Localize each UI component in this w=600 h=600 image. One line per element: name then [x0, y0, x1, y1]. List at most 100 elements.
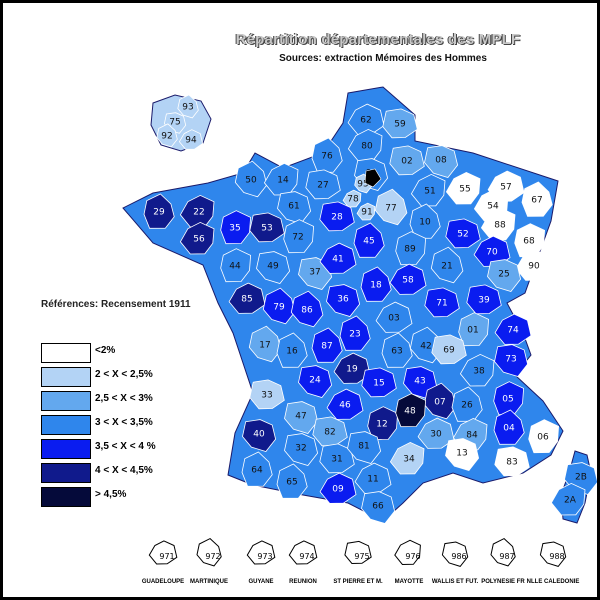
- department-86[interactable]: 86: [290, 290, 324, 328]
- department-79[interactable]: 79: [262, 287, 296, 325]
- department-56[interactable]: 56: [179, 221, 215, 255]
- overseas-number: 988: [549, 552, 564, 561]
- department-shape: [550, 482, 586, 516]
- department-33[interactable]: 33: [249, 379, 285, 410]
- department-81[interactable]: 81: [347, 431, 382, 464]
- department-90[interactable]: 90: [515, 249, 553, 281]
- overseas-number: 973: [257, 552, 272, 561]
- department-48[interactable]: 48: [395, 393, 427, 428]
- department-69[interactable]: 69: [431, 334, 467, 365]
- department-01[interactable]: 01: [458, 312, 490, 347]
- department-47[interactable]: 47: [284, 401, 319, 434]
- department-64[interactable]: 64: [241, 451, 273, 487]
- overseas-territory-973[interactable]: 973 GUYANE: [246, 540, 276, 585]
- department-shape: [515, 249, 553, 281]
- department-89[interactable]: 89: [395, 231, 427, 266]
- overseas-territory-972[interactable]: 972 MARTINIQUE: [190, 537, 228, 585]
- department-23[interactable]: 23: [339, 315, 371, 351]
- department-58[interactable]: 58: [389, 263, 427, 295]
- department-41[interactable]: 41: [319, 242, 357, 274]
- department-49[interactable]: 49: [256, 251, 291, 284]
- department-number: 45: [363, 237, 374, 247]
- department-number: 54: [487, 202, 499, 212]
- department-73[interactable]: 73: [494, 344, 529, 377]
- department-72[interactable]: 72: [283, 219, 315, 254]
- department-08[interactable]: 08: [424, 145, 459, 178]
- department-34[interactable]: 34: [389, 441, 425, 475]
- overseas-number: 987: [499, 552, 514, 561]
- department-35[interactable]: 35: [220, 210, 252, 245]
- department-51[interactable]: 51: [410, 173, 446, 207]
- department-number: 95: [357, 180, 368, 190]
- department-13[interactable]: 13: [445, 438, 480, 471]
- department-78[interactable]: 78: [342, 189, 362, 208]
- department-number: 77: [385, 204, 396, 214]
- department-shape: [353, 222, 385, 258]
- department-21[interactable]: 21: [430, 246, 464, 284]
- department-32[interactable]: 32: [284, 433, 319, 466]
- department-12[interactable]: 12: [367, 406, 399, 441]
- department-39[interactable]: 39: [466, 284, 502, 315]
- department-24[interactable]: 24: [298, 365, 333, 398]
- overseas-territory-975[interactable]: 975 ST PIERRE ET M.: [333, 540, 383, 585]
- department-15[interactable]: 15: [361, 367, 397, 398]
- department-number: 10: [419, 218, 431, 228]
- department-07[interactable]: 07: [423, 382, 457, 420]
- department-38[interactable]: 38: [459, 353, 495, 387]
- department-number: 12: [376, 420, 387, 430]
- department-17[interactable]: 17: [248, 325, 282, 363]
- department-67[interactable]: 67: [521, 181, 553, 217]
- department-91[interactable]: 91: [356, 202, 376, 221]
- department-76[interactable]: 76: [311, 137, 343, 173]
- department-71[interactable]: 71: [424, 287, 460, 318]
- department-92[interactable]: 92: [156, 123, 178, 148]
- department-93[interactable]: 93: [177, 94, 199, 119]
- department-77[interactable]: 77: [374, 188, 408, 226]
- overseas-territory-986[interactable]: 986 WALLIS ET FUT.: [432, 541, 479, 585]
- department-74[interactable]: 74: [494, 313, 532, 345]
- department-30[interactable]: 30: [417, 417, 455, 449]
- department-shape: [424, 287, 460, 318]
- department-44[interactable]: 44: [220, 248, 252, 283]
- overseas-territory-974[interactable]: 974 REUNION: [288, 540, 318, 585]
- overseas-territory-971[interactable]: 971 GUADELOUPE: [142, 540, 184, 585]
- department-18[interactable]: 18: [360, 266, 392, 302]
- department-16[interactable]: 16: [276, 332, 308, 368]
- department-45[interactable]: 45: [353, 222, 385, 258]
- department-65[interactable]: 65: [276, 463, 308, 499]
- department-02[interactable]: 02: [389, 145, 425, 176]
- department-number: 53: [261, 224, 272, 234]
- department-94[interactable]: 94: [178, 129, 204, 150]
- department-85[interactable]: 85: [228, 282, 266, 314]
- department-06[interactable]: 06: [528, 419, 560, 454]
- department-03[interactable]: 03: [375, 301, 413, 333]
- department-36[interactable]: 36: [326, 284, 361, 317]
- department-number: 27: [317, 181, 328, 191]
- department-66[interactable]: 66: [361, 491, 396, 524]
- department-shape: [417, 417, 455, 449]
- department-63[interactable]: 63: [381, 332, 413, 368]
- department-10[interactable]: 10: [409, 203, 441, 239]
- overseas-territory-988[interactable]: 988 NLLE CALEDONIE: [527, 541, 580, 585]
- department-87[interactable]: 87: [311, 327, 343, 363]
- department-83[interactable]: 83: [494, 446, 530, 477]
- department-59[interactable]: 59: [382, 108, 418, 139]
- overseas-territory-976[interactable]: 976 MAYOTTE: [394, 539, 424, 585]
- department-28[interactable]: 28: [319, 201, 355, 232]
- department-50[interactable]: 50: [234, 160, 268, 198]
- department-09[interactable]: 09: [319, 472, 357, 504]
- overseas-shape: [441, 541, 469, 567]
- department-46[interactable]: 46: [326, 388, 364, 420]
- department-52[interactable]: 52: [445, 218, 481, 249]
- department-04[interactable]: 04: [493, 409, 525, 445]
- department-55[interactable]: 55: [445, 171, 481, 205]
- department-53[interactable]: 53: [249, 212, 285, 243]
- overseas-territory-987[interactable]: 987 POLYNESIE FR: [481, 537, 525, 585]
- department-2A[interactable]: 2A: [550, 482, 586, 516]
- department-29[interactable]: 29: [143, 193, 175, 229]
- department-27[interactable]: 27: [305, 169, 341, 200]
- department-19[interactable]: 19: [333, 352, 371, 384]
- department-25[interactable]: 25: [487, 259, 522, 292]
- department-40[interactable]: 40: [242, 419, 277, 452]
- department-88[interactable]: 88: [480, 207, 516, 241]
